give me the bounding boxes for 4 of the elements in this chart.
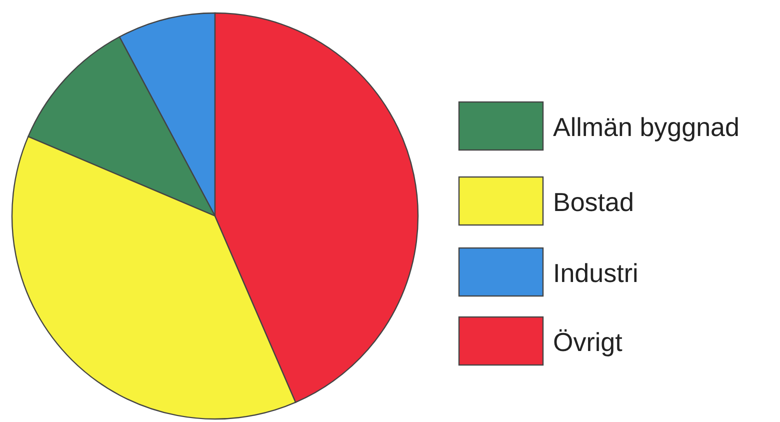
legend-label: Allmän byggnad [553, 112, 740, 142]
legend-label: Övrigt [553, 327, 624, 357]
legend-label: Industri [553, 258, 638, 288]
legend-label: Bostad [553, 187, 634, 217]
